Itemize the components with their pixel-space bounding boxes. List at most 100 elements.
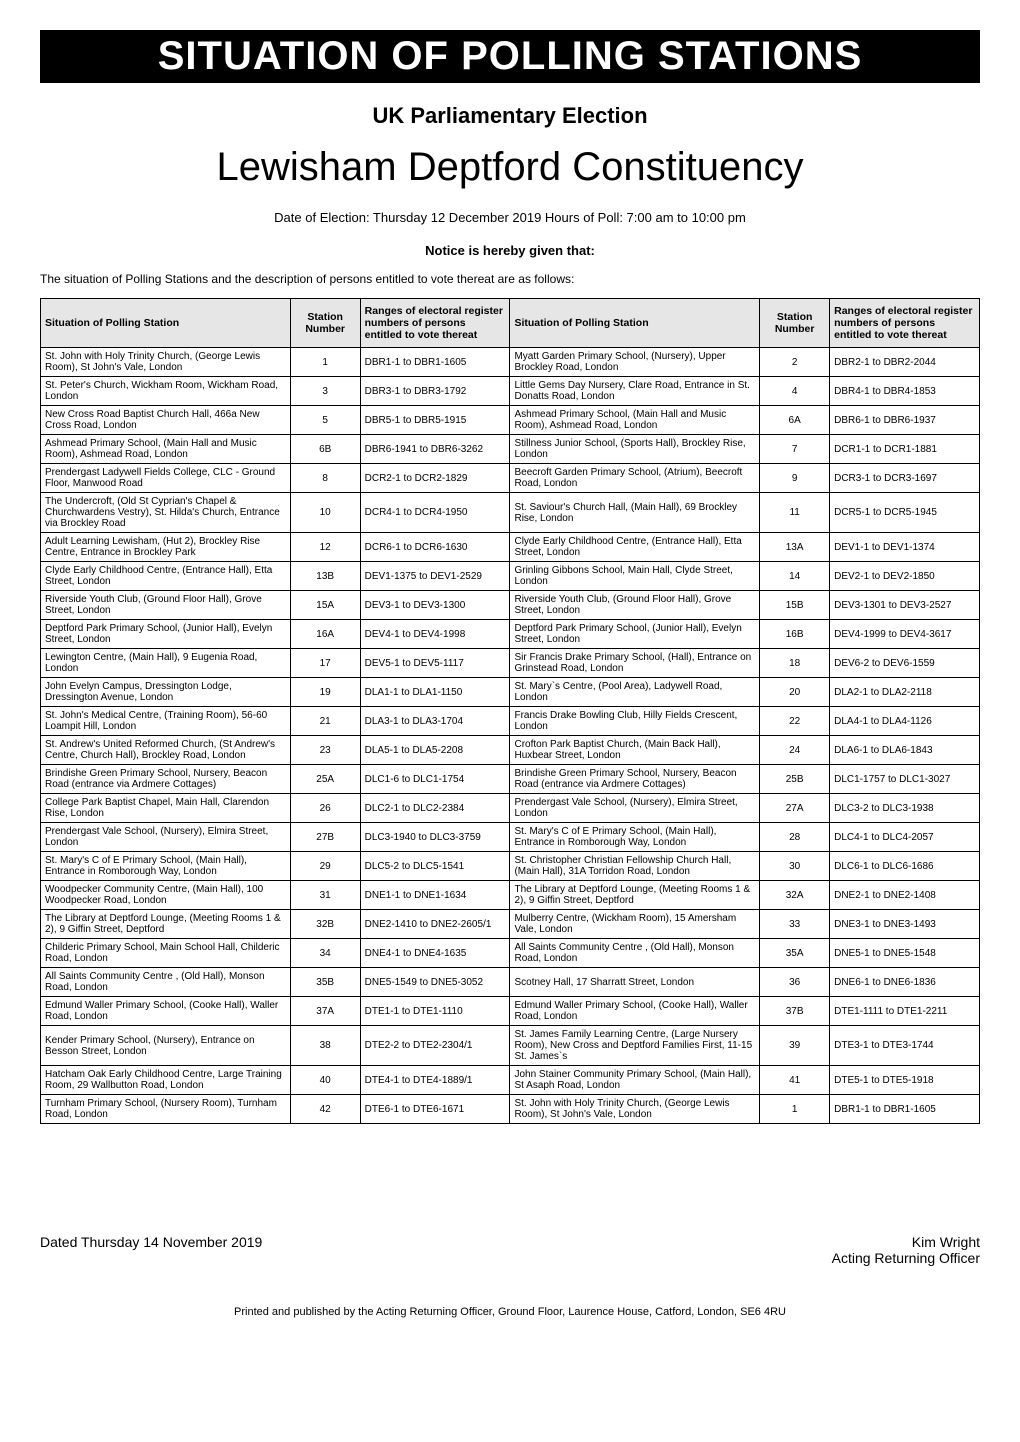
cell-r1: DBR5-1 to DBR5-1915	[360, 406, 510, 435]
cell-s1: Hatcham Oak Early Childhood Centre, Larg…	[41, 1066, 291, 1095]
cell-r2: DBR6-1 to DBR6-1937	[830, 406, 980, 435]
table-row: The Undercroft, (Old St Cyprian's Chapel…	[41, 493, 980, 533]
cell-s2: St. Mary's C of E Primary School, (Main …	[510, 823, 760, 852]
cell-s1: St. Andrew's United Reformed Church, (St…	[41, 736, 291, 765]
table-row: College Park Baptist Chapel, Main Hall, …	[41, 794, 980, 823]
cell-s2: Ashmead Primary School, (Main Hall and M…	[510, 406, 760, 435]
cell-n1: 3	[290, 377, 360, 406]
cell-n2: 2	[760, 348, 830, 377]
cell-n2: 22	[760, 707, 830, 736]
print-publish-line: Printed and published by the Acting Retu…	[40, 1306, 980, 1318]
cell-s2: St. John with Holy Trinity Church, (Geor…	[510, 1095, 760, 1124]
cell-n2: 37B	[760, 997, 830, 1026]
cell-r1: DLA1-1 to DLA1-1150	[360, 678, 510, 707]
cell-r1: DTE2-2 to DTE2-2304/1	[360, 1026, 510, 1066]
cell-r1: DCR2-1 to DCR2-1829	[360, 464, 510, 493]
cell-r1: DLC3-1940 to DLC3-3759	[360, 823, 510, 852]
cell-r1: DEV3-1 to DEV3-1300	[360, 591, 510, 620]
cell-r1: DTE1-1 to DTE1-1110	[360, 997, 510, 1026]
cell-s1: St. John with Holy Trinity Church, (Geor…	[41, 348, 291, 377]
cell-s1: The Undercroft, (Old St Cyprian's Chapel…	[41, 493, 291, 533]
table-header-row: Situation of Polling Station Station Num…	[41, 299, 980, 348]
cell-s1: College Park Baptist Chapel, Main Hall, …	[41, 794, 291, 823]
cell-r1: DNE2-1410 to DNE2-2605/1	[360, 910, 510, 939]
cell-s2: Edmund Waller Primary School, (Cooke Hal…	[510, 997, 760, 1026]
cell-s2: Scotney Hall, 17 Sharratt Street, London	[510, 968, 760, 997]
footer-signatory: Kim Wright Acting Returning Officer	[832, 1234, 980, 1266]
table-row: St. Peter's Church, Wickham Room, Wickha…	[41, 377, 980, 406]
cell-n1: 21	[290, 707, 360, 736]
cell-n2: 9	[760, 464, 830, 493]
cell-s1: Turnham Primary School, (Nursery Room), …	[41, 1095, 291, 1124]
cell-n2: 11	[760, 493, 830, 533]
cell-s1: Childeric Primary School, Main School Ha…	[41, 939, 291, 968]
cell-s2: Grinling Gibbons School, Main Hall, Clyd…	[510, 562, 760, 591]
cell-s1: Prendergast Ladywell Fields College, CLC…	[41, 464, 291, 493]
cell-n2: 27A	[760, 794, 830, 823]
col-ranges-2: Ranges of electoral register numbers of …	[830, 299, 980, 348]
cell-r2: DLC3-2 to DLC3-1938	[830, 794, 980, 823]
election-details: Date of Election: Thursday 12 December 2…	[40, 210, 980, 225]
cell-r1: DLC5-2 to DLC5-1541	[360, 852, 510, 881]
table-row: Turnham Primary School, (Nursery Room), …	[41, 1095, 980, 1124]
table-row: Edmund Waller Primary School, (Cooke Hal…	[41, 997, 980, 1026]
cell-r1: DBR1-1 to DBR1-1605	[360, 348, 510, 377]
cell-r1: DEV4-1 to DEV4-1998	[360, 620, 510, 649]
cell-s1: St. Peter's Church, Wickham Room, Wickha…	[41, 377, 291, 406]
officer-role: Acting Returning Officer	[832, 1250, 980, 1266]
cell-r2: DNE6-1 to DNE6-1836	[830, 968, 980, 997]
cell-r2: DBR4-1 to DBR4-1853	[830, 377, 980, 406]
cell-n2: 36	[760, 968, 830, 997]
table-row: Clyde Early Childhood Centre, (Entrance …	[41, 562, 980, 591]
cell-n1: 35B	[290, 968, 360, 997]
cell-s2: All Saints Community Centre , (Old Hall)…	[510, 939, 760, 968]
cell-s2: Crofton Park Baptist Church, (Main Back …	[510, 736, 760, 765]
cell-n2: 18	[760, 649, 830, 678]
table-row: Riverside Youth Club, (Ground Floor Hall…	[41, 591, 980, 620]
cell-s2: St. Saviour's Church Hall, (Main Hall), …	[510, 493, 760, 533]
cell-s2: The Library at Deptford Lounge, (Meeting…	[510, 881, 760, 910]
cell-s1: Clyde Early Childhood Centre, (Entrance …	[41, 562, 291, 591]
cell-n2: 14	[760, 562, 830, 591]
cell-n2: 30	[760, 852, 830, 881]
table-row: Deptford Park Primary School, (Junior Ha…	[41, 620, 980, 649]
cell-r2: DNE2-1 to DNE2-1408	[830, 881, 980, 910]
cell-n2: 35A	[760, 939, 830, 968]
cell-s1: Woodpecker Community Centre, (Main Hall)…	[41, 881, 291, 910]
cell-r1: DLC2-1 to DLC2-2384	[360, 794, 510, 823]
cell-n2: 13A	[760, 533, 830, 562]
table-row: Woodpecker Community Centre, (Main Hall)…	[41, 881, 980, 910]
table-row: Prendergast Ladywell Fields College, CLC…	[41, 464, 980, 493]
cell-n1: 25A	[290, 765, 360, 794]
cell-s1: All Saints Community Centre , (Old Hall)…	[41, 968, 291, 997]
cell-r2: DTE1-1111 to DTE1-2211	[830, 997, 980, 1026]
cell-r1: DEV1-1375 to DEV1-2529	[360, 562, 510, 591]
cell-s2: Prendergast Vale School, (Nursery), Elmi…	[510, 794, 760, 823]
cell-n1: 13B	[290, 562, 360, 591]
cell-s1: Prendergast Vale School, (Nursery), Elmi…	[41, 823, 291, 852]
cell-r2: DTE3-1 to DTE3-1744	[830, 1026, 980, 1066]
cell-s1: Kender Primary School, (Nursery), Entran…	[41, 1026, 291, 1066]
col-number-1: Station Number	[290, 299, 360, 348]
cell-r2: DEV3-1301 to DEV3-2527	[830, 591, 980, 620]
cell-r1: DLA3-1 to DLA3-1704	[360, 707, 510, 736]
cell-n1: 16A	[290, 620, 360, 649]
cell-r2: DLA2-1 to DLA2-2118	[830, 678, 980, 707]
table-row: Ashmead Primary School, (Main Hall and M…	[41, 435, 980, 464]
cell-n1: 32B	[290, 910, 360, 939]
table-row: St. Andrew's United Reformed Church, (St…	[41, 736, 980, 765]
cell-r2: DLC6-1 to DLC6-1686	[830, 852, 980, 881]
cell-s2: Riverside Youth Club, (Ground Floor Hall…	[510, 591, 760, 620]
cell-n2: 33	[760, 910, 830, 939]
cell-s1: Ashmead Primary School, (Main Hall and M…	[41, 435, 291, 464]
cell-s2: St. James Family Learning Centre, (Large…	[510, 1026, 760, 1066]
cell-n1: 19	[290, 678, 360, 707]
table-row: St. John's Medical Centre, (Training Roo…	[41, 707, 980, 736]
cell-r1: DLA5-1 to DLA5-2208	[360, 736, 510, 765]
table-row: All Saints Community Centre , (Old Hall)…	[41, 968, 980, 997]
cell-s1: New Cross Road Baptist Church Hall, 466a…	[41, 406, 291, 435]
cell-s2: Deptford Park Primary School, (Junior Ha…	[510, 620, 760, 649]
cell-r2: DNE3-1 to DNE3-1493	[830, 910, 980, 939]
cell-r1: DCR6-1 to DCR6-1630	[360, 533, 510, 562]
cell-s1: St. John's Medical Centre, (Training Roo…	[41, 707, 291, 736]
